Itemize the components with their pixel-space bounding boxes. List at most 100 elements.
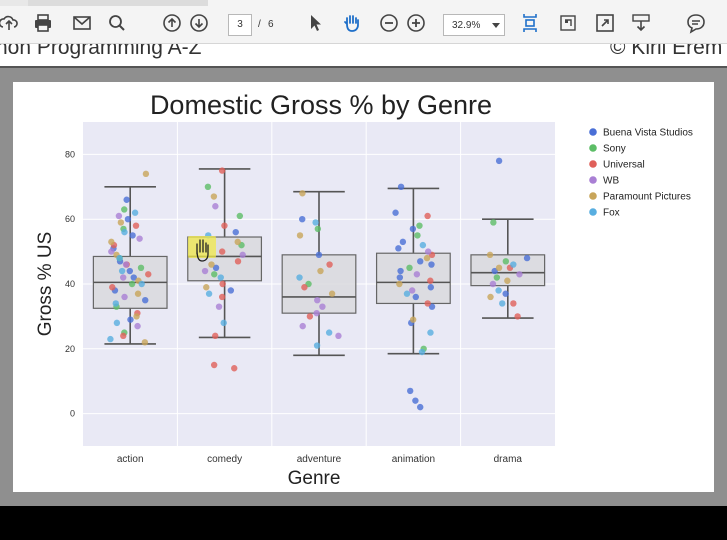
data-point [130, 274, 137, 281]
legend-label: WB [603, 176, 619, 187]
hand-cursor-icon [196, 239, 209, 262]
data-point [212, 332, 219, 340]
data-point [120, 332, 127, 340]
data-point [217, 274, 224, 281]
data-point [299, 216, 306, 223]
data-point [409, 316, 417, 323]
select-arrow-icon[interactable] [304, 12, 326, 34]
chart-title: Domestic Gross % by Genre [150, 90, 492, 120]
x-axis-label: Genre [288, 468, 341, 489]
data-point [203, 284, 210, 291]
data-point [133, 313, 140, 320]
data-point [141, 339, 149, 346]
data-point [403, 290, 411, 297]
data-point [234, 238, 241, 246]
data-point [495, 264, 503, 271]
data-point [315, 251, 323, 259]
previous-page-footer: hon Programming A-Z © Kiril Erem [0, 44, 727, 68]
data-point [395, 245, 402, 252]
data-point [218, 293, 226, 301]
download-icon[interactable] [630, 12, 652, 34]
data-point [495, 157, 503, 165]
data-point [108, 238, 115, 246]
data-point [502, 258, 510, 265]
data-point [412, 293, 419, 301]
data-point [118, 267, 126, 275]
cursor-highlight [188, 236, 216, 258]
x-tick-label: animation [392, 454, 435, 465]
zoom-select[interactable]: 32.9% [443, 14, 505, 36]
data-point [409, 225, 417, 233]
chevron-down-icon [492, 23, 500, 28]
data-point [236, 212, 244, 220]
data-point [211, 271, 218, 278]
data-point [127, 316, 134, 323]
zoom-value: 32.9% [452, 20, 481, 31]
tab-document[interactable] [28, 0, 208, 6]
data-point [122, 261, 130, 268]
fit-page-icon[interactable] [519, 12, 541, 34]
data-point [412, 397, 419, 404]
data-point [523, 254, 531, 262]
legend-marker [589, 208, 597, 216]
data-point [128, 280, 136, 288]
page-number-input[interactable]: 3 [228, 14, 252, 36]
data-point [406, 264, 413, 271]
data-point [428, 261, 435, 268]
upload-icon[interactable] [0, 12, 20, 34]
data-point [408, 287, 416, 294]
data-point [427, 284, 435, 291]
legend-marker [589, 128, 597, 136]
data-point [113, 319, 121, 327]
prev-page-icon[interactable] [161, 12, 183, 34]
data-point [134, 322, 141, 330]
zoom-in-icon[interactable] [405, 12, 427, 34]
zoom-out-icon[interactable] [378, 12, 400, 34]
data-point [131, 209, 139, 216]
data-point [313, 309, 320, 317]
data-point [424, 300, 431, 307]
data-point [124, 216, 132, 223]
x-tick-label: action [117, 454, 144, 465]
x-tick-label: adventure [297, 454, 342, 465]
data-point [296, 232, 304, 239]
pdf-page: Domestic Gross % by Genre 0 20 40 60 80 Gross … [13, 82, 714, 492]
email-icon[interactable] [71, 12, 93, 34]
data-point [109, 284, 116, 291]
data-point [219, 280, 226, 288]
next-page-icon[interactable] [188, 12, 210, 34]
data-point [299, 190, 306, 197]
fullscreen-icon[interactable] [594, 12, 616, 34]
data-point [208, 261, 215, 268]
data-point [126, 267, 134, 275]
data-point [313, 342, 321, 349]
print-icon[interactable] [32, 12, 54, 34]
legend-marker [589, 144, 597, 152]
data-point [312, 219, 319, 226]
y-tick-label: 80 [65, 149, 75, 159]
data-point [427, 277, 434, 284]
data-point [510, 261, 517, 268]
data-point [296, 274, 303, 281]
data-point [406, 387, 414, 395]
data-point [317, 267, 324, 275]
data-point [234, 258, 242, 265]
data-point [136, 235, 143, 242]
tab-home[interactable] [0, 0, 28, 6]
data-point [201, 267, 209, 275]
data-point [121, 293, 128, 301]
data-point [414, 232, 421, 239]
legend-label: Universal [603, 160, 645, 171]
data-point [493, 274, 501, 281]
data-point [121, 228, 128, 236]
data-point [232, 228, 239, 236]
y-tick-label: 0 [70, 409, 75, 419]
crop-icon[interactable] [557, 12, 579, 34]
data-point [392, 209, 399, 216]
data-point [115, 212, 123, 220]
comment-icon[interactable] [685, 12, 707, 34]
hand-tool-icon[interactable] [341, 12, 363, 34]
search-icon[interactable] [106, 12, 128, 34]
data-point [108, 248, 115, 255]
